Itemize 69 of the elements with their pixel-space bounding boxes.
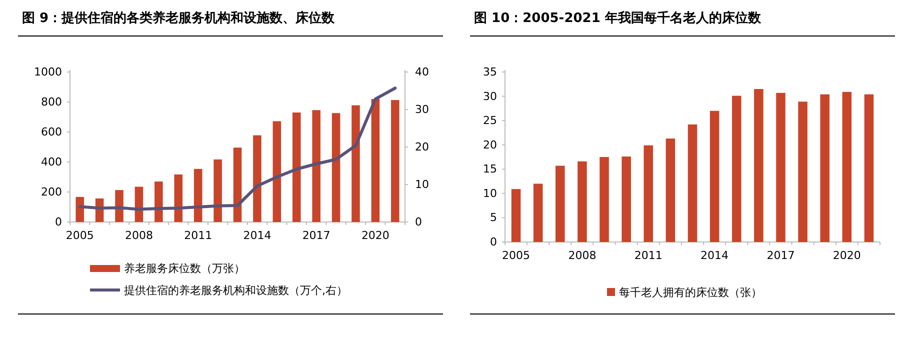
x-tick-label: 2011	[184, 229, 212, 242]
bar	[312, 110, 320, 222]
bar	[511, 189, 521, 242]
y-tick-label: 35	[483, 66, 497, 78]
x-tick-label: 2020	[832, 249, 861, 262]
y-tick-label: 5	[490, 211, 497, 224]
x-tick-label: 2008	[568, 249, 596, 262]
y-tick-label: 1000	[34, 66, 62, 78]
chart-title: 图 9：提供住宿的各类养老服务机构和设施数、床位数	[22, 10, 336, 26]
y-tick-label: 0	[55, 216, 62, 228]
x-tick-label: 2017	[302, 229, 330, 242]
x-tick-label: 2005	[66, 229, 94, 242]
y-tick-label: 25	[483, 114, 497, 128]
x-tick-label: 2011	[634, 249, 662, 262]
bar	[194, 168, 202, 222]
x-tick-label: 2008	[124, 229, 153, 242]
x-tick-label: 2014	[700, 249, 729, 262]
y2-tick-label: 0	[415, 216, 422, 228]
x-tick-label: 2014	[243, 229, 272, 242]
bar	[332, 113, 340, 222]
bar	[820, 94, 830, 242]
bar	[556, 166, 565, 242]
y-tick-label: 20	[483, 138, 497, 152]
bar	[732, 96, 742, 242]
bar	[644, 145, 654, 242]
bar	[666, 138, 676, 242]
legend-label: 养老服务床位数（万张）	[124, 262, 245, 275]
y-tick-label: 400	[41, 156, 62, 168]
bar	[600, 157, 609, 242]
chart-title: 图 10：2005-2021 年我国每千名老人的床位数	[474, 10, 762, 26]
bar	[776, 92, 786, 242]
bar	[798, 102, 808, 242]
bar	[233, 148, 242, 222]
bar	[154, 182, 163, 222]
bar	[272, 121, 282, 222]
bar	[864, 94, 874, 242]
bar	[76, 196, 84, 222]
bar	[214, 159, 222, 222]
y-tick-label: 15	[483, 162, 497, 176]
y-tick-label: 0	[490, 236, 497, 248]
x-tick-label: 2020	[361, 229, 390, 242]
bar	[754, 89, 764, 242]
y-tick-label: 10	[483, 186, 497, 200]
bar	[533, 184, 543, 242]
y2-tick-label: 10	[415, 178, 429, 191]
y2-tick-label: 30	[415, 103, 429, 116]
bar	[842, 92, 852, 242]
x-tick-label: 2017	[766, 249, 795, 262]
bar	[292, 112, 301, 222]
x-tick-label: 2005	[502, 249, 530, 262]
y-tick-label: 30	[483, 90, 497, 103]
bar	[391, 100, 400, 222]
bar	[253, 135, 262, 222]
bar	[174, 174, 183, 222]
bar	[622, 156, 631, 242]
y2-tick-label: 20	[415, 140, 429, 154]
bar	[371, 99, 380, 222]
y2-tick-label: 40	[415, 66, 429, 78]
line-series	[78, 86, 397, 211]
bar	[115, 190, 124, 222]
bar	[352, 105, 360, 222]
legend-label: 提供住宿的养老服务机构和设施数（万个,右）	[124, 284, 348, 297]
bar	[710, 110, 720, 242]
legend-label: 每千老人拥有的床位数（张）	[619, 286, 762, 299]
bar	[578, 161, 587, 242]
y-tick-label: 600	[41, 126, 62, 138]
y-tick-label: 800	[41, 96, 62, 108]
bar	[688, 124, 698, 242]
y-tick-label: 200	[41, 186, 62, 198]
